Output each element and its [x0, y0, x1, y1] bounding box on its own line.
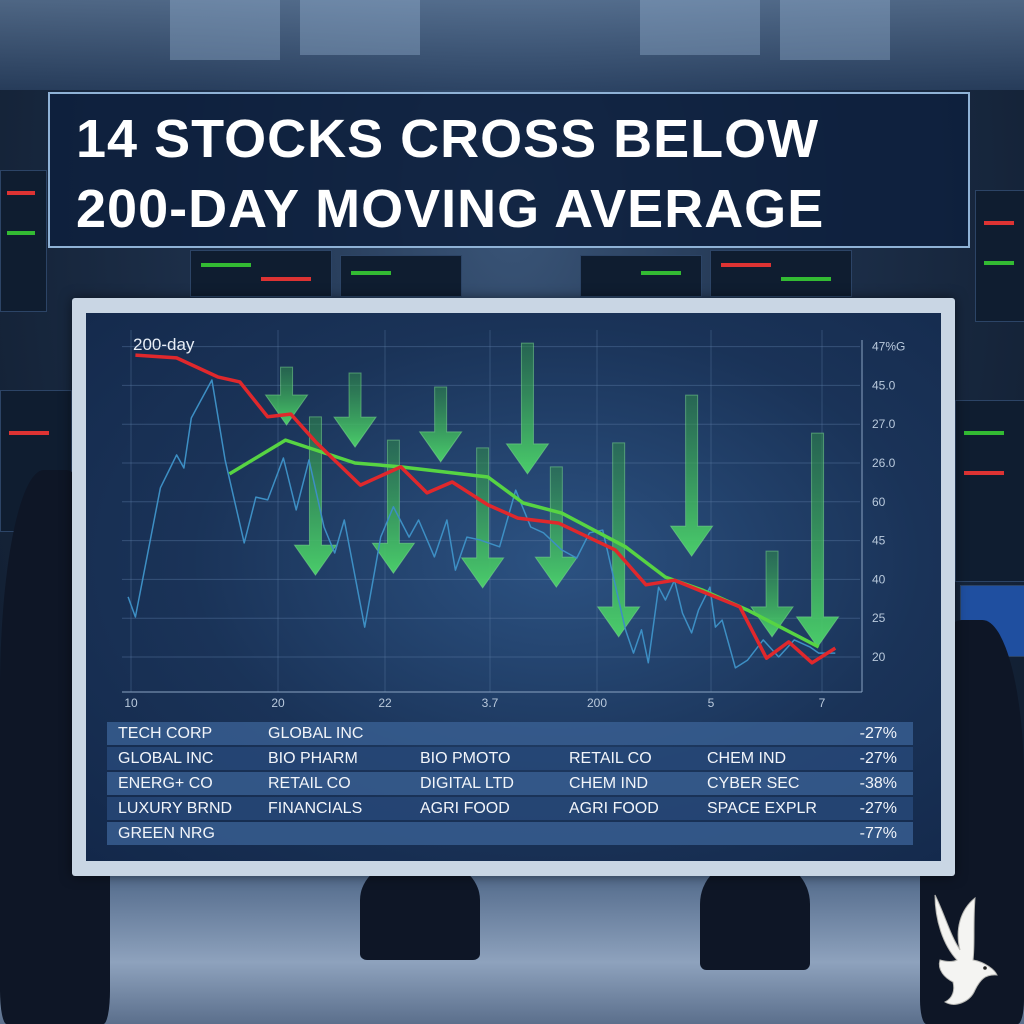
ticker-board [955, 400, 1024, 582]
ticker-board [0, 170, 47, 312]
stock-name: CHEM IND [569, 775, 649, 792]
headline-line-1: 14 STOCKS CROSS BELOW [76, 109, 820, 169]
stock-name: BIO PMOTO [420, 750, 511, 767]
stock-name: AGRI FOOD [420, 800, 510, 817]
annotation-200-day: 200-day [133, 335, 195, 354]
headline-line-2: 200-DAY MOVING AVERAGE [76, 179, 825, 239]
down-arrow-mark [418, 386, 463, 463]
x-tick-label: 20 [271, 696, 285, 710]
table-row: TECH CORP GLOBAL INC -27% [107, 722, 913, 745]
dove-icon [934, 894, 998, 1005]
moving-average-red-line [135, 353, 837, 665]
x-tick-label: 22 [378, 696, 392, 710]
y-tick-label: 26.0 [872, 456, 896, 470]
person-silhouette [700, 860, 810, 970]
chart-lines [127, 353, 837, 669]
down-arrow-mark [534, 466, 579, 589]
stock-name: LUXURY BRND [118, 800, 233, 817]
x-tick-label: 5 [708, 696, 715, 710]
y-tick-label: 45 [872, 534, 886, 548]
ceiling-window [640, 0, 760, 55]
x-tick-label: 3.7 [482, 696, 499, 710]
ticker-board [190, 250, 332, 297]
x-tick-label: 7 [819, 696, 826, 710]
stock-name: AGRI FOOD [569, 800, 659, 817]
table-row: GLOBAL INC BIO PHARM BIO PMOTO RETAIL CO CHE… [107, 747, 913, 770]
stock-name: ENERG+ CO [118, 775, 213, 792]
percent-change: -27% [859, 725, 897, 742]
axis-ticks: 20 25 40 45 60 26.0 27.0 45.0 47%G 10 20 22 3.7 200 5 7 [124, 340, 905, 710]
headline-banner: 14 STOCKS CROSS BELOW 200-DAY MOVING AVE… [48, 92, 970, 248]
y-tick-label: 27.0 [872, 417, 896, 431]
x-tick-label: 200 [587, 696, 607, 710]
table-row: GREEN NRG -77% [107, 822, 913, 845]
down-arrow-mark [596, 442, 641, 638]
stock-name: GLOBAL INC [268, 725, 364, 742]
down-arrows [264, 342, 840, 648]
ceiling-window [780, 0, 890, 60]
ceiling-window [300, 0, 420, 55]
stock-name: GREEN NRG [118, 825, 215, 842]
y-tick-label: 60 [872, 495, 886, 509]
percent-change: -77% [859, 825, 897, 842]
table-row: LUXURY BRND FINANCIALS AGRI FOOD AGRI FOOD S… [107, 797, 913, 820]
stocks-table: TECH CORP GLOBAL INC -27% GLOBAL INC BIO PHA… [107, 722, 913, 847]
down-arrow-mark [669, 394, 714, 557]
stock-name: RETAIL CO [268, 775, 351, 792]
ceiling-window [170, 0, 280, 60]
stock-name: CYBER SEC [707, 775, 800, 792]
percent-change: -38% [859, 775, 897, 792]
stock-name: FINANCIALS [268, 800, 363, 817]
x-tick-label: 10 [124, 696, 138, 710]
down-arrow-mark [293, 416, 338, 577]
down-arrow-mark [460, 447, 505, 589]
table-row: ENERG+ CO RETAIL CO DIGITAL LTD CHEM IND CYB… [107, 772, 913, 795]
y-tick-label: 45.0 [872, 378, 896, 392]
down-arrow-mark [795, 432, 840, 648]
ticker-board [975, 190, 1024, 322]
floor [0, 870, 1024, 1024]
percent-change: -27% [859, 750, 897, 767]
y-tick-label: 40 [872, 572, 886, 586]
stock-name: SPACE EXPLR [707, 800, 817, 817]
down-arrow-mark [505, 342, 550, 475]
stock-name: RETAIL CO [569, 750, 652, 767]
price-line [127, 379, 836, 669]
percent-change: -27% [859, 800, 897, 817]
stock-name: DIGITAL LTD [420, 775, 514, 792]
chart-grid [122, 330, 863, 693]
y-tick-label: 47%G [872, 340, 905, 354]
ticker-board [340, 255, 462, 297]
stock-name: BIO PHARM [268, 750, 358, 767]
stock-name: TECH CORP [118, 725, 213, 742]
stock-name: CHEM IND [707, 750, 787, 767]
y-tick-label: 25 [872, 611, 886, 625]
person-silhouette [360, 860, 480, 960]
stock-name: GLOBAL INC [118, 750, 214, 767]
down-arrow-mark [333, 372, 378, 448]
ticker-board [710, 250, 852, 297]
ticker-board [580, 255, 702, 297]
trading-floor-ceiling [0, 0, 1024, 90]
down-arrow-mark [264, 366, 309, 426]
y-tick-label: 20 [872, 650, 886, 664]
